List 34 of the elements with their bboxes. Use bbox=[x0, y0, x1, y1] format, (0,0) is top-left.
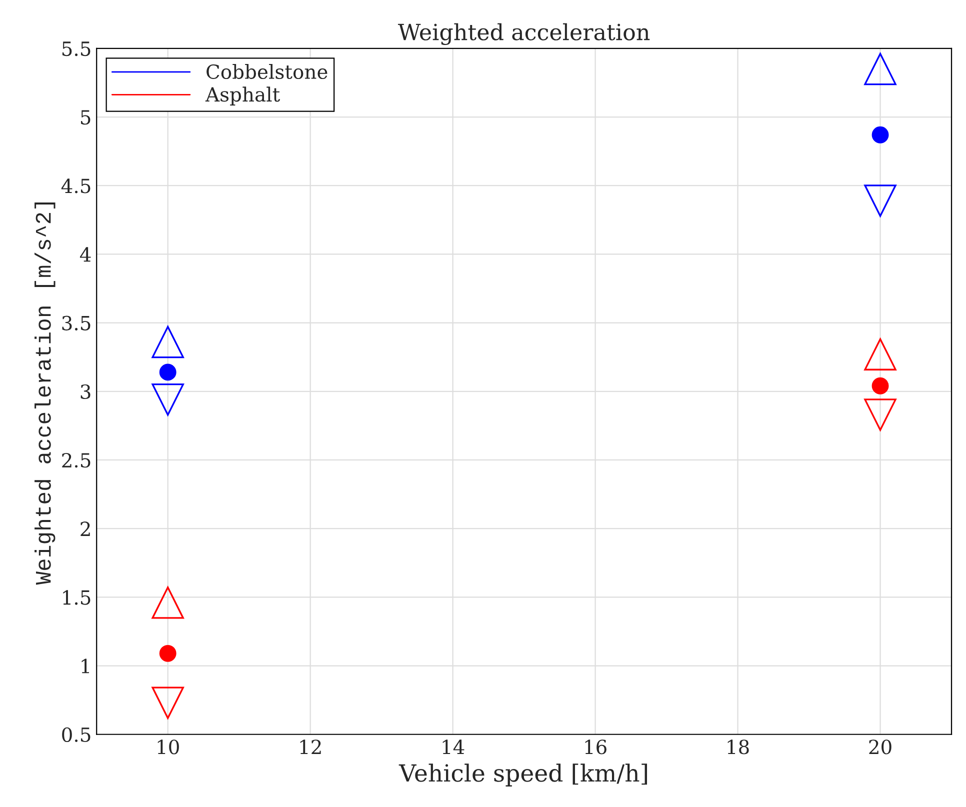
y-tick-label: 5 bbox=[81, 110, 90, 125]
point bbox=[159, 644, 176, 662]
chart-title: Weighted acceleration bbox=[398, 23, 650, 46]
point bbox=[864, 338, 896, 370]
x-tick-label: 12 bbox=[300, 740, 321, 754]
y-tick-label: 4.5 bbox=[61, 178, 90, 194]
y-tick-label: 3 bbox=[80, 384, 90, 400]
y-axis-title: Weighted acceleration [m/s^2] bbox=[34, 202, 56, 585]
x-tick-label: 20 bbox=[869, 740, 892, 754]
y-tick-label: 4 bbox=[80, 247, 91, 262]
y-tick-label: 3.5 bbox=[62, 316, 90, 330]
y-tick-label: 5.5 bbox=[62, 42, 90, 56]
point bbox=[159, 364, 176, 381]
y-tick-label: 0.5 bbox=[62, 727, 90, 742]
y-tick-label: 1.5 bbox=[63, 590, 90, 605]
x-tick-label: 14 bbox=[442, 740, 464, 754]
point bbox=[152, 326, 184, 358]
y-tick-label: 2 bbox=[80, 522, 90, 536]
point bbox=[872, 377, 889, 394]
point bbox=[864, 184, 896, 217]
x-tick-label: 10 bbox=[158, 740, 179, 754]
point bbox=[864, 398, 896, 431]
point bbox=[152, 586, 184, 619]
point bbox=[872, 126, 889, 144]
x-tick-label: 18 bbox=[728, 740, 749, 754]
legend-label: Asphalt bbox=[205, 86, 280, 106]
x-axis-title: Vehicle speed [km/h] bbox=[398, 764, 648, 786]
point bbox=[152, 686, 184, 719]
legend-label: Cobbelstone bbox=[206, 64, 328, 80]
point bbox=[152, 384, 184, 416]
y-tick-label: 2.5 bbox=[62, 452, 90, 468]
x-tick-label: 16 bbox=[585, 740, 606, 754]
y-tick-label: 1 bbox=[82, 658, 89, 674]
point bbox=[864, 52, 896, 86]
